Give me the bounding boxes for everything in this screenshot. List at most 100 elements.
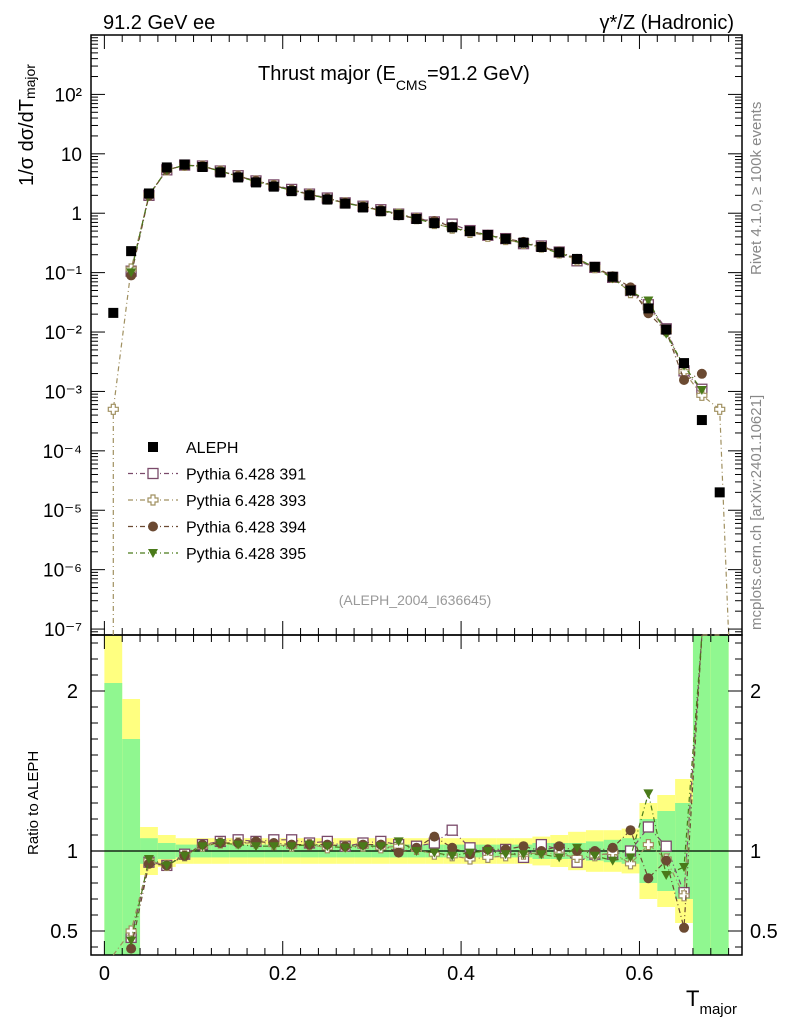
- y-tick-label-3: 10⁻¹: [45, 264, 83, 285]
- legend-marker-3: [148, 521, 158, 532]
- ratio-series-3-point-0: [126, 943, 137, 954]
- ratio-series-3-point-29: [643, 873, 654, 884]
- ratio-y-tick-label-left-1: 1: [67, 841, 78, 863]
- reference-label: (ALEPH_2004_I636645): [339, 592, 492, 608]
- band-stat-0: [104, 683, 123, 955]
- y-tick-label-7: 10⁻⁵: [43, 501, 82, 522]
- x-tick-label-3: 0.6: [626, 963, 654, 985]
- y-tick-label-2: 1: [71, 204, 82, 225]
- legend-item-4: Pythia 6.428 395: [128, 546, 306, 563]
- ratio-series-2-point-21: [482, 851, 494, 863]
- ratio-series-4-point-17: [429, 848, 440, 858]
- aleph-point-15: [375, 206, 386, 217]
- band-stat-1: [122, 739, 141, 955]
- ratio-y-tick-label-left-2: 0.5: [50, 921, 78, 943]
- legend-marker-2: [147, 494, 159, 506]
- ratio-series-4-point-29: [643, 789, 654, 799]
- header-left: 91.2 GeV ee: [103, 12, 215, 34]
- ratio-series-4-point-2: [161, 861, 172, 871]
- aleph-point-3: [161, 162, 172, 173]
- legend-label-1: Pythia 6.428 391: [186, 467, 306, 484]
- legend-item-3: Pythia 6.428 394: [128, 520, 306, 537]
- ratio-series-4-point-9: [286, 842, 297, 852]
- ratio-series-4-point-12: [340, 843, 351, 853]
- series-2-point-33: [696, 389, 708, 401]
- series-4-point-0: [126, 268, 137, 278]
- ratio-series-2-point-1: [125, 925, 137, 937]
- mcplots-label: mcplots.cern.ch [arXiv:2401.10621]: [748, 395, 765, 630]
- band-stat-34: [710, 635, 729, 955]
- aleph-point-5: [197, 161, 208, 172]
- ratio-series-4-point-5: [215, 839, 226, 848]
- aleph-point-29: [625, 285, 636, 296]
- ratio-series-3-point-31: [679, 922, 690, 933]
- aleph-point-24: [536, 241, 547, 252]
- ratio-plot-frame: [90, 634, 743, 956]
- ratio-y-tick-label-right-1: 1: [750, 841, 761, 863]
- ratio-series-4-point-7: [250, 842, 261, 852]
- ratio-series-2: [112, 634, 720, 956]
- ratio-series-4-point-11: [322, 842, 333, 852]
- ratio-series-3-point-17: [429, 831, 440, 842]
- y-tick-label-4: 10⁻²: [45, 323, 83, 344]
- ratio-series-1-point-18: [446, 824, 458, 836]
- legend-label-4: Pythia 6.428 395: [186, 546, 306, 563]
- ratio-series-4-point-22: [518, 850, 529, 860]
- ratio-series-4-point-6: [233, 840, 244, 850]
- aleph-point-18: [429, 218, 440, 229]
- ratio-series-3-point-24: [554, 841, 565, 852]
- y-tick-label-1: 10: [61, 145, 82, 166]
- series-line-ratio-2: [112, 634, 720, 956]
- legend-label-3: Pythia 6.428 394: [186, 520, 306, 537]
- plot-title-main: Thrust major (E: [258, 63, 396, 85]
- ratio-series-3-point-30: [661, 855, 672, 866]
- data-series: [107, 159, 730, 956]
- x-tick-label-0: 0: [99, 963, 110, 985]
- legend-label-2: Pythia 6.428 393: [186, 493, 306, 510]
- ratio-series-4-point-14: [375, 842, 386, 852]
- aleph-point-9: [268, 181, 279, 192]
- ratio-series-4-point-24: [554, 853, 565, 863]
- aleph-point-21: [482, 229, 493, 240]
- aleph-point-30: [643, 303, 654, 314]
- x-axis-label: Tmajor: [686, 986, 737, 1018]
- series-2-point-34: [714, 403, 726, 415]
- ratio-y-axis-label: Ratio to ALEPH: [25, 751, 42, 855]
- aleph-point-7: [233, 172, 244, 183]
- ratio-series-4-point-23: [536, 850, 547, 860]
- aleph-point-22: [500, 233, 511, 244]
- ratio-y-tick-label-right-0: 2: [750, 681, 761, 703]
- aleph-point-0: [108, 307, 119, 318]
- aleph-point-32: [679, 358, 690, 369]
- ratio-series-3-point-27: [607, 842, 618, 853]
- series-3: [126, 160, 707, 385]
- axis-ticks: 0 0.2 0.4 0.6 10² 10 1 10⁻¹ 10⁻² 10⁻³ 10⁻⁴ 10⁻⁵ 10⁻⁶…: [43, 35, 778, 985]
- ratio-series-4-point-18: [447, 851, 458, 861]
- aleph-point-16: [393, 210, 404, 221]
- series-4-point-32: [696, 386, 707, 396]
- ratio-series-3: [126, 634, 703, 954]
- legend-marker-4: [148, 549, 158, 558]
- y-axis-label: 1/σ dσ/dTmajor: [16, 64, 38, 186]
- ratio-series-4-point-30: [661, 871, 672, 880]
- ratio-series-4-point-19: [465, 848, 476, 858]
- y-tick-label-6: 10⁻⁴: [43, 442, 82, 463]
- aleph-point-2: [143, 188, 154, 199]
- series-3-point-32: [696, 368, 707, 379]
- aleph-point-33: [696, 415, 707, 426]
- ratio-series-4-point-3: [179, 851, 190, 861]
- series-2-point-0: [107, 403, 119, 415]
- aleph-point-19: [447, 222, 458, 233]
- ratio-series-4-point-16: [411, 847, 422, 856]
- ratio-uncertainty-bands: [104, 635, 729, 955]
- y-tick-label-9: 10⁻⁷: [44, 620, 82, 641]
- aleph-point-6: [215, 167, 226, 178]
- y-axis-label-sub: major: [22, 64, 38, 99]
- aleph-point-27: [589, 261, 600, 272]
- aleph-point-8: [250, 177, 261, 188]
- legend: ALEPH Pythia 6.428 391 Pythia 6.428 393 Pyt…: [128, 440, 306, 563]
- ratio-series-4-point-27: [607, 856, 618, 866]
- ratio-series-4-point-0: [126, 936, 137, 946]
- ratio-series-2-point-29: [624, 858, 637, 870]
